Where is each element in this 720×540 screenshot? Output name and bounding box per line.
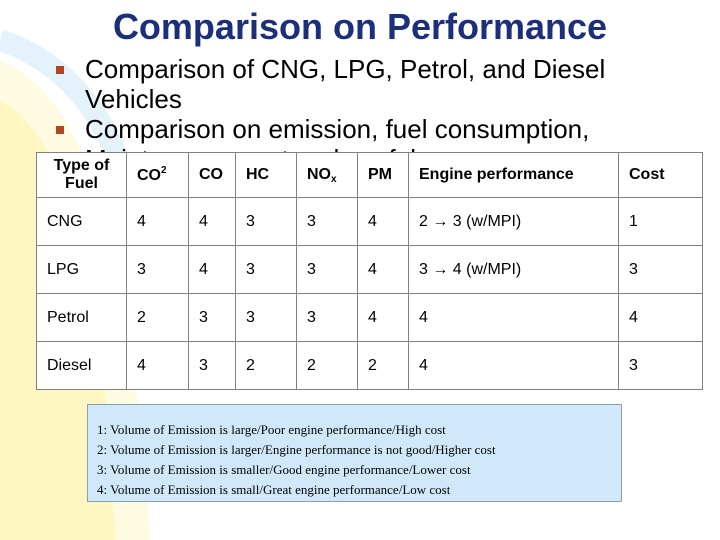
cell-co: 3 [188,293,236,342]
header-engine-performance: Engine performance [408,152,619,198]
cell-engine: 4 [408,293,619,342]
header-nox: NOx [296,152,358,198]
cell-co2: 3 [126,245,189,294]
cell-hc: 3 [235,197,297,246]
cell-pm: 4 [357,293,409,342]
bullet-square-icon [56,66,64,74]
cell-fuel: LPG [36,245,127,294]
legend-line: 3: Volume of Emission is smaller/Good en… [97,462,471,477]
cell-fuel: Petrol [36,293,127,342]
bullet-text: Comparison of CNG, LPG, Petrol, and Dies… [85,54,606,114]
cell-cost: 3 [618,245,703,294]
table-header-row: Type of Fuel CO2 CO HC NOx PM Engine perf… [36,152,703,198]
cell-pm: 4 [357,245,409,294]
cell-co: 3 [188,341,236,390]
legend-line: 2: Volume of Emission is larger/Engine p… [97,442,496,457]
legend-line: 4: Volume of Emission is small/Great eng… [97,482,451,497]
table-row: Petrol 2 3 3 3 4 4 4 [36,293,703,342]
cell-engine: 4 [408,341,619,390]
cell-hc: 3 [235,293,297,342]
cell-co2: 2 [126,293,189,342]
cell-nox: 2 [296,341,358,390]
cell-co: 4 [188,245,236,294]
header-type-of-fuel: Type of Fuel [36,152,127,198]
header-hc: HC [235,152,297,198]
cell-pm: 4 [357,197,409,246]
header-co2: CO2 [126,152,189,198]
cell-cost: 4 [618,293,703,342]
cell-cost: 1 [618,197,703,246]
cell-co2: 4 [126,341,189,390]
cell-nox: 3 [296,293,358,342]
table-row: LPG 3 4 3 3 4 3 → 4 (w/MPI) 3 [36,245,703,294]
header-co: CO [188,152,236,198]
legend-box: 1: Volume of Emission is large/Poor engi… [87,404,622,502]
cell-engine: 3 → 4 (w/MPI) [408,245,619,294]
cell-pm: 2 [357,341,409,390]
cell-co2: 4 [126,197,189,246]
cell-co: 4 [188,197,236,246]
bullet-square-icon [56,126,64,134]
cell-hc: 3 [235,245,297,294]
cell-fuel: CNG [36,197,127,246]
header-pm: PM [357,152,409,198]
page-title: Comparison on Performance [112,6,608,47]
cell-nox: 3 [296,197,358,246]
header-cost: Cost [618,152,703,198]
cell-hc: 2 [235,341,297,390]
table-row: CNG 4 4 3 3 4 2 → 3 (w/MPI) 1 [36,197,703,246]
bullet-item: Comparison of CNG, LPG, Petrol, and Dies… [50,54,700,114]
legend-line: 1: Volume of Emission is large/Poor engi… [97,422,446,437]
table-row: Diesel 4 3 2 2 2 4 3 [36,341,703,390]
cell-fuel: Diesel [36,341,127,390]
cell-nox: 3 [296,245,358,294]
cell-cost: 3 [618,341,703,390]
comparison-table: Type of Fuel CO2 CO HC NOx PM Engine perf… [36,152,703,390]
cell-engine: 2 → 3 (w/MPI) [408,197,619,246]
